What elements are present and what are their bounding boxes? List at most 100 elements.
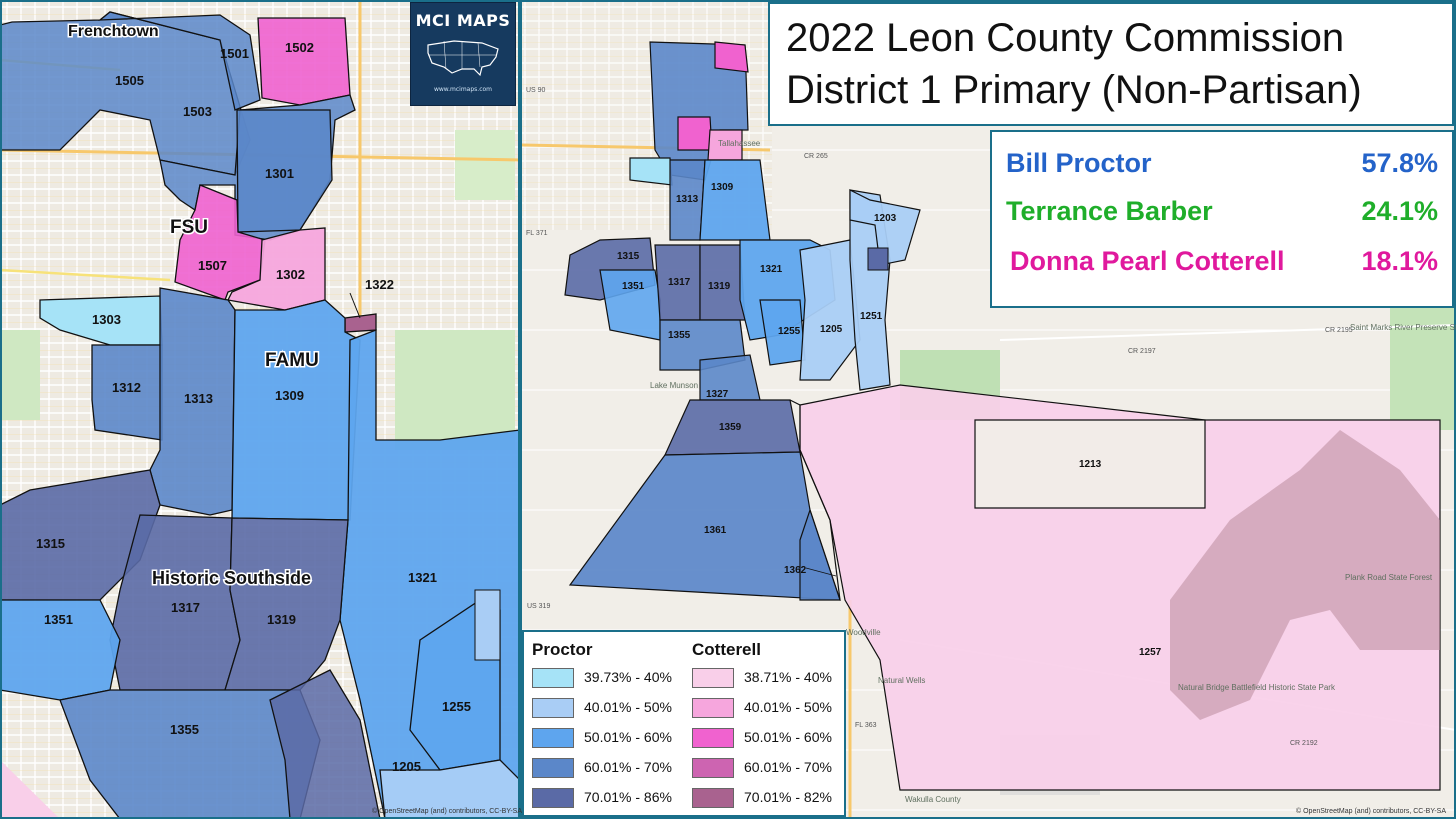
label-1503: 1503 xyxy=(183,104,212,119)
zoom-map xyxy=(0,0,520,819)
place-natural-wells: Natural Wells xyxy=(878,676,925,685)
label-1303: 1303 xyxy=(92,312,121,327)
road-us319: US 319 xyxy=(527,603,550,610)
road-us90: US 90 xyxy=(526,87,546,94)
road xyxy=(999,324,1456,341)
result-barber: Terrance Barber 24.1% xyxy=(1006,196,1438,227)
precinct-1312[interactable] xyxy=(91,344,163,441)
right-frame xyxy=(520,0,1456,819)
left-frame xyxy=(0,0,520,819)
precinct-1309[interactable] xyxy=(231,299,361,521)
label-1319: 1319 xyxy=(267,612,296,627)
label-1505: 1505 xyxy=(115,73,144,88)
logo-text: MCI MAPS xyxy=(415,11,511,30)
precinct-mini xyxy=(867,247,889,271)
precinct-1303-mini[interactable] xyxy=(629,157,673,186)
place-labels: Saint Marks River Preserve State Park Pl… xyxy=(650,139,1456,804)
precinct-1507[interactable] xyxy=(174,184,266,301)
mci-maps-logo: MCI MAPS www.mcimaps.com xyxy=(410,2,516,106)
legend-swatch xyxy=(692,728,734,748)
state-forest xyxy=(1170,430,1440,720)
precinct-1313[interactable] xyxy=(149,287,236,516)
precinct-1309[interactable] xyxy=(699,159,771,241)
credit-right: © OpenStreetMap (and) contributors, CC-B… xyxy=(1296,808,1447,815)
label-1317: 1317 xyxy=(171,600,200,615)
leader-1322 xyxy=(349,292,361,319)
precinct-1205[interactable] xyxy=(379,759,520,819)
label-1313: 1313 xyxy=(184,391,213,406)
legend-label: 38.71% - 40% xyxy=(744,669,832,685)
place-natural-bridge: Natural Bridge Battlefield Historic Stat… xyxy=(1178,683,1336,692)
us-map-icon xyxy=(427,40,499,77)
precinct-1327[interactable] xyxy=(269,669,381,819)
precinct-1203[interactable] xyxy=(849,189,921,266)
result-proctor: Bill Proctor 57.8% xyxy=(1006,148,1438,179)
area-southside: Historic Southside xyxy=(152,568,311,588)
road-fl371: FL 371 xyxy=(526,230,548,237)
legend-swatch xyxy=(692,758,734,778)
title-line-1: 2022 Leon County Commission xyxy=(786,16,1345,60)
legend-swatch xyxy=(532,668,574,688)
results-box: Bill Proctor 57.8% Terrance Barber 24.1%… xyxy=(990,130,1454,308)
place-woodville: Woodville xyxy=(846,628,881,637)
legend-proctor-title: Proctor xyxy=(532,640,593,659)
precinct-1502[interactable] xyxy=(257,17,351,106)
precinct-1501[interactable] xyxy=(98,11,261,111)
zoom-precinct-labels: 1501 1502 1505 1503 1301 1507 1302 1322 … xyxy=(36,40,471,774)
area-frenchtown: Frenchtown xyxy=(68,23,159,40)
legend-cotterell-title: Cotterell xyxy=(692,640,761,659)
label-1355: 1355 xyxy=(170,722,199,737)
precinct-boundary xyxy=(789,399,841,601)
precinct-1213[interactable] xyxy=(974,419,1206,509)
label-1301: 1301 xyxy=(265,166,294,181)
road-cr2197: CR 2197 xyxy=(1128,348,1156,355)
road-fl363: FL 363 xyxy=(855,722,877,729)
c-label-1313: 1313 xyxy=(676,194,699,205)
label-1502: 1502 xyxy=(285,40,314,55)
legend-label: 40.01% - 50% xyxy=(584,699,672,715)
logo-url: www.mcimaps.com xyxy=(433,86,493,93)
park-area xyxy=(455,130,515,200)
c-label-1321: 1321 xyxy=(760,264,783,275)
legend-label: 50.01% - 60% xyxy=(744,729,832,745)
label-1312: 1312 xyxy=(112,380,141,395)
candidate-name: Terrance Barber xyxy=(1006,196,1213,226)
place-tallahassee: Tallahassee xyxy=(718,139,761,148)
area-labels: Frenchtown FSU FAMU Historic Southside xyxy=(67,22,321,590)
c-label-1203: 1203 xyxy=(874,213,897,224)
legend-swatch xyxy=(532,758,574,778)
c-label-1361: 1361 xyxy=(704,525,727,536)
c-label-1205: 1205 xyxy=(820,324,843,335)
place-saint-marks: Saint Marks River Preserve State Park xyxy=(1350,323,1456,332)
legend-swatch xyxy=(532,788,574,808)
place-lake-munson: Lake Munson xyxy=(650,381,698,390)
label-1302: 1302 xyxy=(276,267,305,282)
c-label-1319: 1319 xyxy=(708,281,731,292)
legend-label: 70.01% - 86% xyxy=(584,789,672,805)
legend-swatch xyxy=(532,698,574,718)
candidate-pct: 57.8% xyxy=(1361,148,1438,178)
area-fsu: FSU xyxy=(170,217,208,238)
precinct-edge xyxy=(0,619,60,819)
legend-swatch xyxy=(692,698,734,718)
park-area xyxy=(395,330,515,450)
place-plank-road: Plank Road State Forest xyxy=(1345,573,1433,582)
label-1322: 1322 xyxy=(365,277,394,292)
precinct-sliver xyxy=(474,589,501,661)
legend-label: 70.01% - 82% xyxy=(744,789,832,805)
label-1501: 1501 xyxy=(220,46,249,61)
legend-swatch xyxy=(532,728,574,748)
precinct-1507-mini[interactable] xyxy=(677,116,713,151)
c-label-1213: 1213 xyxy=(1079,459,1102,470)
title-box: 2022 Leon County Commission District 1 P… xyxy=(768,2,1454,126)
credit-left: © OpenStreetMap (and) contributors, CC-B… xyxy=(372,808,523,815)
precinct-1502-mini[interactable] xyxy=(714,41,749,73)
label-1315: 1315 xyxy=(36,536,65,551)
c-label-1359: 1359 xyxy=(719,422,742,433)
park-area xyxy=(0,330,40,420)
label-1321: 1321 xyxy=(408,570,437,585)
c-label-1251: 1251 xyxy=(860,311,883,322)
road-cr2195: CR 2195 xyxy=(1325,327,1353,334)
road-cr265: CR 265 xyxy=(804,153,828,160)
